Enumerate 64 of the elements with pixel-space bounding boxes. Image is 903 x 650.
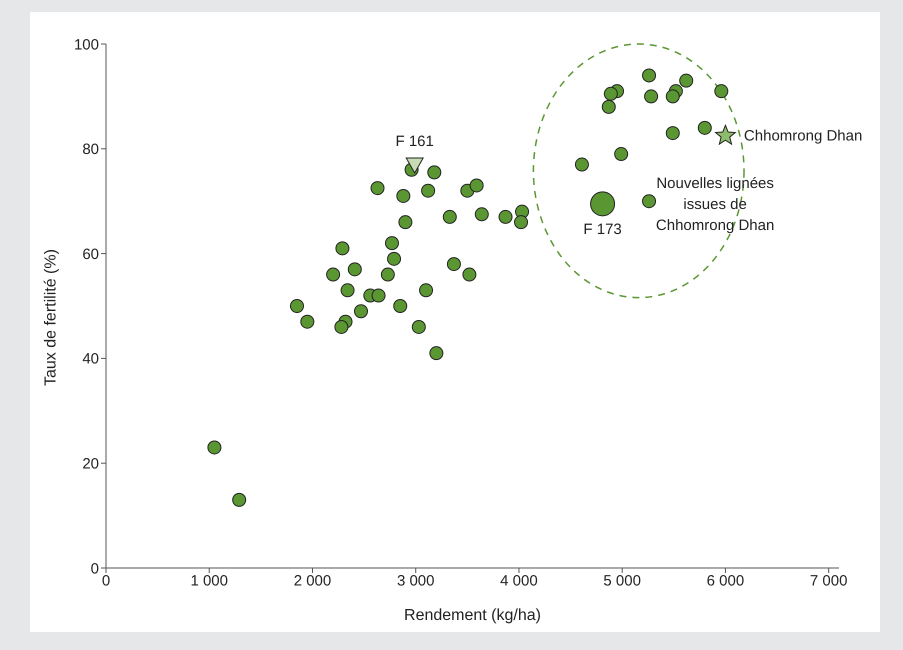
point xyxy=(384,236,399,250)
point xyxy=(419,283,434,298)
point xyxy=(715,124,736,145)
y-tick-label: 0 xyxy=(90,560,99,578)
y-tick-label: 80 xyxy=(82,141,99,158)
point xyxy=(429,346,444,360)
point xyxy=(340,283,355,298)
point xyxy=(442,210,457,224)
point xyxy=(372,288,386,303)
y-tick-label: 40 xyxy=(82,350,99,368)
point xyxy=(421,184,436,198)
y-tick-label: 60 xyxy=(82,246,99,263)
x-axis-title: Rendement (kg/ha) xyxy=(404,607,541,624)
x-tick-label: 6 000 xyxy=(706,572,744,590)
point xyxy=(300,314,314,329)
point xyxy=(514,215,528,230)
point xyxy=(446,257,461,272)
point xyxy=(462,268,476,282)
y-axis-title: Taux de fertilité (%) xyxy=(42,249,60,386)
point xyxy=(398,215,412,230)
point xyxy=(604,86,618,101)
point xyxy=(370,181,385,196)
series-label: F 173 xyxy=(583,220,622,238)
point xyxy=(642,68,656,82)
point xyxy=(406,158,424,174)
point xyxy=(326,268,340,282)
x-tick-label: 0 xyxy=(102,572,110,590)
point xyxy=(679,74,694,88)
point xyxy=(207,440,222,454)
point xyxy=(614,147,628,162)
point xyxy=(348,262,362,276)
point xyxy=(335,241,350,256)
point xyxy=(387,252,402,266)
point xyxy=(602,100,616,114)
point xyxy=(393,299,408,313)
point xyxy=(232,492,246,507)
y-tick-label: 20 xyxy=(82,456,99,473)
point xyxy=(396,188,410,203)
y-tick-label: 100 xyxy=(74,36,99,54)
x-tick-label: 5 000 xyxy=(603,572,641,590)
annotation: Nouvelles lignées issues de Chhomrong Dhan xyxy=(656,175,774,234)
x-tick-label: 7 000 xyxy=(810,572,848,590)
point xyxy=(380,268,395,282)
x-tick-label: 4 000 xyxy=(500,572,538,590)
point xyxy=(498,210,513,224)
point xyxy=(574,158,589,172)
x-tick-label: 2 000 xyxy=(294,572,332,590)
x-tick-label: 3 000 xyxy=(396,572,434,590)
point xyxy=(698,120,712,135)
point xyxy=(474,207,489,222)
point xyxy=(714,84,728,98)
point xyxy=(470,178,484,192)
point xyxy=(290,299,304,313)
point xyxy=(642,194,656,208)
series-label: F 161 xyxy=(396,133,434,150)
point xyxy=(334,320,348,334)
point xyxy=(666,126,680,140)
point xyxy=(412,320,426,334)
point xyxy=(427,165,442,180)
point xyxy=(354,304,368,318)
point xyxy=(666,89,680,104)
point xyxy=(644,89,658,104)
x-tick-label: 1 000 xyxy=(190,572,228,590)
series-label: Chhomrong Dhan xyxy=(744,128,862,145)
